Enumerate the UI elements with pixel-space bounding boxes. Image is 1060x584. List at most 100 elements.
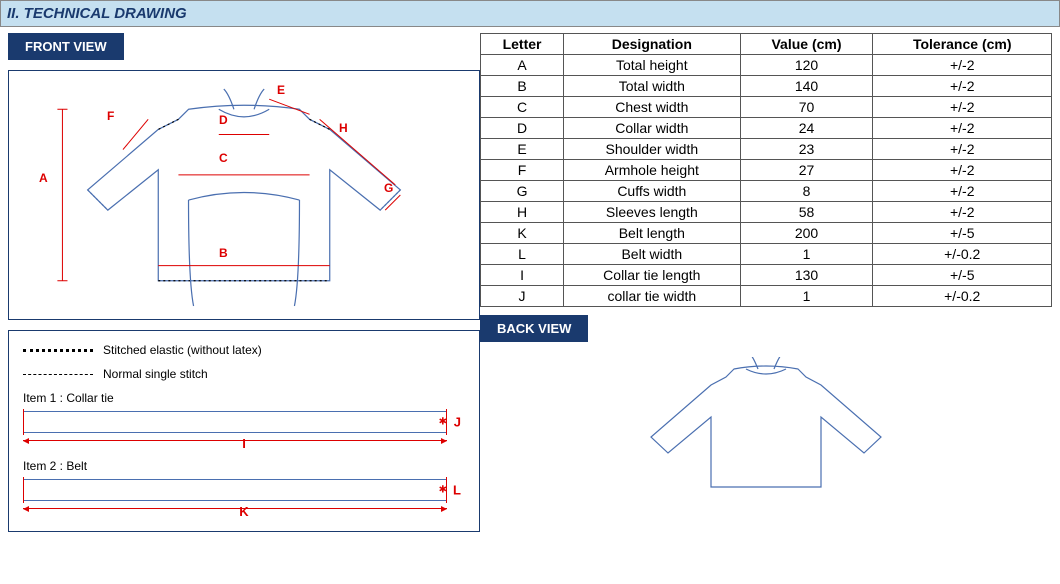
table-cell: +/-0.2 — [873, 286, 1052, 307]
legend-normal: Normal single stitch — [23, 367, 465, 381]
col-letter: Letter — [481, 34, 564, 55]
legend-stitched-text: Stitched elastic (without latex) — [103, 343, 262, 357]
table-cell: 140 — [740, 76, 873, 97]
right-column: Letter Designation Value (cm) Tolerance … — [480, 33, 1060, 532]
table-cell: A — [481, 55, 564, 76]
dotted-swatch — [23, 349, 93, 352]
table-row: Jcollar tie width1+/-0.2 — [481, 286, 1052, 307]
table-cell: Total height — [564, 55, 741, 76]
table-cell: +/-5 — [873, 223, 1052, 244]
left-column: FRONT VIEW — [0, 33, 480, 532]
table-cell: 27 — [740, 160, 873, 181]
table-cell: +/-2 — [873, 139, 1052, 160]
table-cell: +/-0.2 — [873, 244, 1052, 265]
item1-bar: ✱ J I — [23, 409, 465, 435]
table-cell: +/-2 — [873, 160, 1052, 181]
front-drawing-box: A B C D E F G H — [8, 70, 480, 320]
table-cell: C — [481, 97, 564, 118]
table-header-row: Letter Designation Value (cm) Tolerance … — [481, 34, 1052, 55]
table-cell: E — [481, 139, 564, 160]
dim-g: G — [384, 181, 393, 195]
table-cell: Belt length — [564, 223, 741, 244]
col-tolerance: Tolerance (cm) — [873, 34, 1052, 55]
main-layout: FRONT VIEW — [0, 27, 1060, 532]
table-cell: 130 — [740, 265, 873, 286]
dim-f: F — [107, 109, 114, 123]
table-cell: 70 — [740, 97, 873, 118]
item1-dim-v: J — [454, 415, 461, 430]
table-cell: +/-2 — [873, 118, 1052, 139]
col-value: Value (cm) — [740, 34, 873, 55]
item1-label: Item 1 : Collar tie — [23, 391, 465, 405]
garment-back-svg — [626, 357, 906, 497]
table-cell: H — [481, 202, 564, 223]
table-cell: 1 — [740, 286, 873, 307]
table-cell: +/-2 — [873, 97, 1052, 118]
table-cell: +/-5 — [873, 265, 1052, 286]
table-cell: L — [481, 244, 564, 265]
table-cell: J — [481, 286, 564, 307]
item2-label: Item 2 : Belt — [23, 459, 465, 473]
table-cell: +/-2 — [873, 181, 1052, 202]
table-cell: Collar width — [564, 118, 741, 139]
legend-stitched: Stitched elastic (without latex) — [23, 343, 465, 357]
dim-b: B — [219, 246, 228, 260]
table-cell: 23 — [740, 139, 873, 160]
table-cell: +/-2 — [873, 202, 1052, 223]
table-cell: 8 — [740, 181, 873, 202]
table-cell: D — [481, 118, 564, 139]
table-cell: K — [481, 223, 564, 244]
table-row: HSleeves length58+/-2 — [481, 202, 1052, 223]
table-row: ATotal height120+/-2 — [481, 55, 1052, 76]
table-cell: Shoulder width — [564, 139, 741, 160]
item2-dim-v: L — [453, 483, 461, 498]
table-cell: G — [481, 181, 564, 202]
table-cell: B — [481, 76, 564, 97]
table-cell: +/-2 — [873, 55, 1052, 76]
table-cell: Belt width — [564, 244, 741, 265]
table-cell: I — [481, 265, 564, 286]
dim-h: H — [339, 121, 348, 135]
table-row: BTotal width140+/-2 — [481, 76, 1052, 97]
table-cell: Chest width — [564, 97, 741, 118]
table-row: GCuffs width8+/-2 — [481, 181, 1052, 202]
table-cell: 24 — [740, 118, 873, 139]
dim-d: D — [219, 113, 228, 127]
garment-front-svg — [17, 79, 471, 311]
front-view-label: FRONT VIEW — [8, 33, 124, 60]
legend-box: Stitched elastic (without latex) Normal … — [8, 330, 480, 532]
table-row: LBelt width1+/-0.2 — [481, 244, 1052, 265]
table-row: KBelt length200+/-5 — [481, 223, 1052, 244]
table-cell: collar tie width — [564, 286, 741, 307]
dashed-swatch — [23, 374, 93, 375]
table-cell: 120 — [740, 55, 873, 76]
dim-c: C — [219, 151, 228, 165]
legend-normal-text: Normal single stitch — [103, 367, 208, 381]
table-cell: Armhole height — [564, 160, 741, 181]
table-cell: Collar tie length — [564, 265, 741, 286]
back-drawing — [480, 352, 1052, 502]
table-row: FArmhole height27+/-2 — [481, 160, 1052, 181]
spec-table: Letter Designation Value (cm) Tolerance … — [480, 33, 1052, 307]
item2-bar: ✱ L K — [23, 477, 465, 503]
dim-a: A — [39, 171, 48, 185]
table-row: EShoulder width23+/-2 — [481, 139, 1052, 160]
table-cell: Sleeves length — [564, 202, 741, 223]
table-row: DCollar width24+/-2 — [481, 118, 1052, 139]
col-designation: Designation — [564, 34, 741, 55]
item2-dim-h: K — [239, 504, 248, 519]
table-cell: Cuffs width — [564, 181, 741, 202]
table-row: CChest width70+/-2 — [481, 97, 1052, 118]
dim-e: E — [277, 83, 285, 97]
table-cell: Total width — [564, 76, 741, 97]
table-cell: F — [481, 160, 564, 181]
table-cell: +/-2 — [873, 76, 1052, 97]
item1-dim-h: I — [242, 436, 246, 451]
table-cell: 200 — [740, 223, 873, 244]
table-cell: 58 — [740, 202, 873, 223]
back-view-area: BACK VIEW — [480, 315, 1052, 502]
section-header: II. TECHNICAL DRAWING — [0, 0, 1060, 27]
back-view-label: BACK VIEW — [480, 315, 588, 342]
table-row: ICollar tie length130+/-5 — [481, 265, 1052, 286]
table-cell: 1 — [740, 244, 873, 265]
